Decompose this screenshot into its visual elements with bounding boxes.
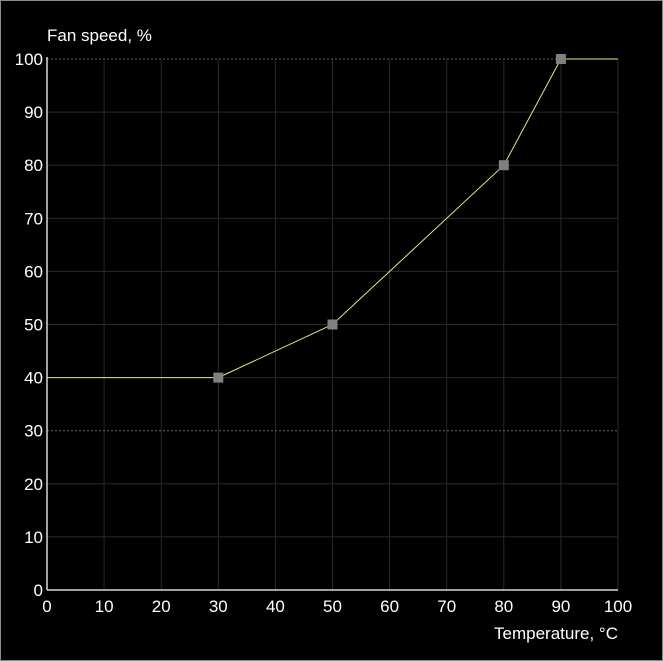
control-points[interactable] — [213, 54, 566, 383]
y-tick-label-50: 50 — [24, 316, 43, 335]
x-tick-label-40: 40 — [266, 597, 285, 616]
series — [47, 58, 618, 379]
y-axis-title: Fan speed, % — [47, 26, 152, 45]
x-axis-title: Temperature, °C — [494, 624, 618, 643]
tick-labels: 0 10 20 30 40 50 60 70 80 90 100 0 10 20 30 40 50 60 70 80 9… — [15, 50, 633, 616]
y-tick-label-100: 100 — [15, 50, 43, 69]
x-tick-label-20: 20 — [152, 597, 171, 616]
axes — [46, 57, 618, 591]
x-tick-label-60: 60 — [380, 597, 399, 616]
x-tick-label-100: 100 — [604, 597, 632, 616]
control-point-4[interactable] — [555, 54, 566, 64]
x-tick-label-30: 30 — [209, 597, 228, 616]
y-tick-label-20: 20 — [24, 475, 43, 494]
x-tick-label-10: 10 — [95, 597, 114, 616]
y-tick-label-10: 10 — [24, 528, 43, 547]
y-tick-label-60: 60 — [24, 262, 43, 281]
y-tick-label-90: 90 — [24, 103, 43, 122]
control-point-2[interactable] — [327, 319, 338, 330]
fan-curve-line — [47, 58, 618, 379]
control-point-1[interactable] — [213, 372, 224, 383]
control-point-3[interactable] — [498, 160, 509, 171]
y-tick-label-0: 0 — [34, 581, 43, 600]
y-tick-label-30: 30 — [24, 422, 43, 441]
x-tick-label-80: 80 — [494, 597, 513, 616]
y-tick-label-80: 80 — [24, 156, 43, 175]
y-tick-label-70: 70 — [24, 209, 43, 228]
x-tick-label-70: 70 — [437, 597, 456, 616]
x-tick-label-0: 0 — [42, 597, 51, 616]
x-tick-label-50: 50 — [323, 597, 342, 616]
x-tick-label-90: 90 — [551, 597, 570, 616]
y-tick-label-40: 40 — [24, 369, 43, 388]
